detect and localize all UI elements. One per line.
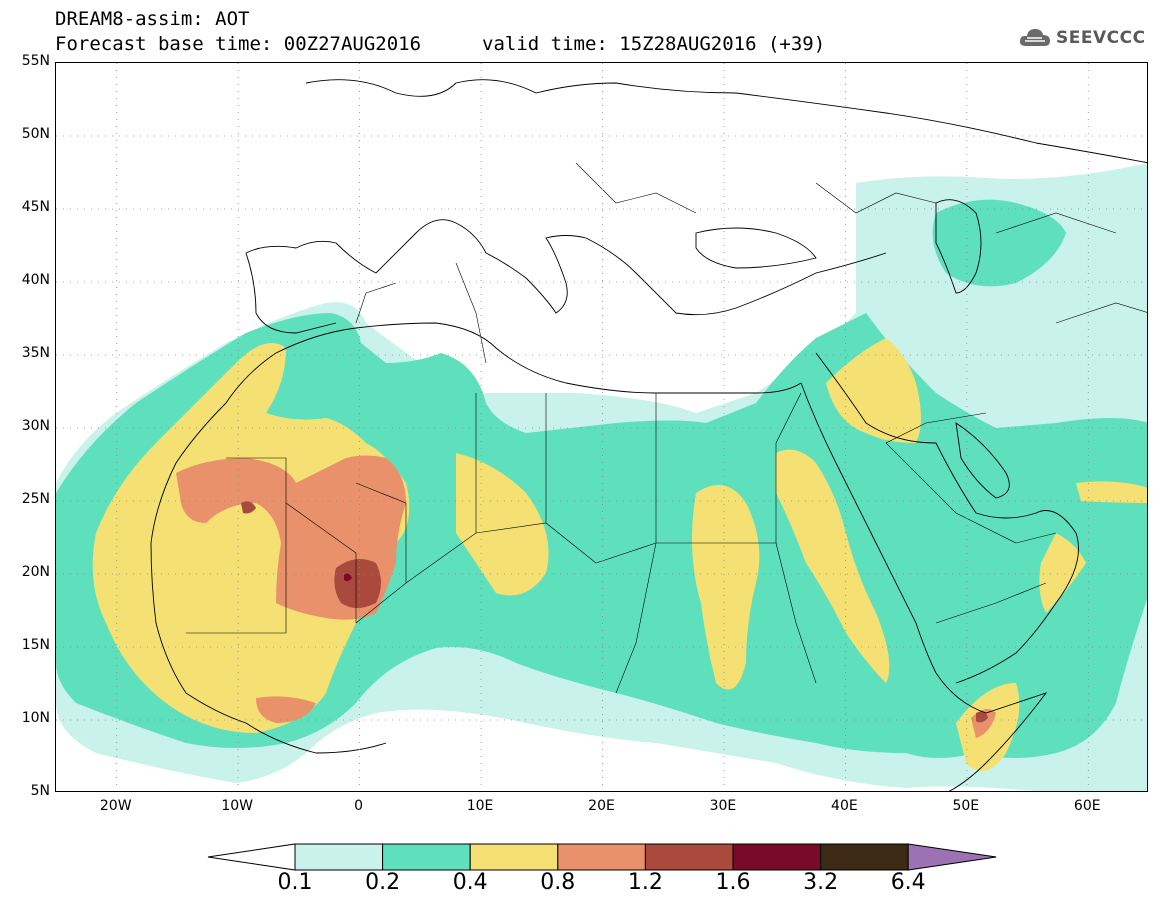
lat-label: 30N bbox=[21, 418, 50, 434]
cloud-icon bbox=[1019, 29, 1050, 46]
colorbar-underflow bbox=[207, 843, 296, 871]
colorbar-overflow bbox=[907, 843, 997, 871]
lat-label: 55N bbox=[21, 53, 50, 69]
lat-label: 10N bbox=[21, 710, 50, 726]
lon-label: 10E bbox=[466, 798, 494, 814]
gridlines bbox=[56, 63, 1147, 791]
aot-band-1.2 bbox=[241, 501, 988, 723]
colorbar-tick-label: 0.4 bbox=[452, 870, 488, 895]
colorbar-swatch bbox=[820, 843, 909, 871]
colorbar-tick-label: 0.2 bbox=[365, 870, 401, 895]
forecast-base-time: Forecast base time: 00Z27AUG2016 bbox=[55, 33, 422, 55]
colorbar-tick-label: 1.2 bbox=[627, 870, 663, 895]
aot-band-1.6 bbox=[344, 573, 352, 582]
colorbar-tick-label: 0.1 bbox=[277, 870, 313, 895]
colorbar-swatch bbox=[382, 843, 471, 871]
colorbar-tick-label: 0.8 bbox=[540, 870, 576, 895]
logo-text: SEEVCCC bbox=[1056, 28, 1146, 48]
lon-label: 10W bbox=[221, 798, 253, 814]
country-borders bbox=[186, 162, 1147, 694]
seevccc-logo: SEEVCCC bbox=[1018, 26, 1146, 50]
colorbar-swatch bbox=[469, 843, 559, 871]
lon-label: 20W bbox=[99, 798, 132, 814]
colorbar-swatch bbox=[557, 843, 646, 871]
lon-label: 0 bbox=[354, 798, 364, 814]
colorbar-swatch bbox=[732, 843, 822, 871]
map-panel bbox=[55, 62, 1148, 792]
lon-label: 60E bbox=[1073, 798, 1101, 814]
valid-time: valid time: 15Z28AUG2016 (+39) bbox=[482, 33, 826, 55]
map-title: DREAM8-assim: AOT bbox=[55, 8, 250, 30]
lat-label: 5N bbox=[30, 783, 50, 799]
lon-label: 50E bbox=[952, 798, 980, 814]
aot-map bbox=[56, 63, 1147, 791]
colorbar-swatch bbox=[644, 843, 734, 871]
lon-label: 30E bbox=[709, 798, 737, 814]
lon-label: 20E bbox=[588, 798, 615, 814]
lat-label: 25N bbox=[21, 491, 50, 507]
lat-label: 35N bbox=[21, 345, 50, 361]
lat-label: 45N bbox=[21, 199, 50, 215]
colorbar-tick-label: 1.6 bbox=[715, 870, 751, 895]
coastlines bbox=[150, 79, 1147, 791]
lat-label: 15N bbox=[21, 637, 50, 653]
lat-label: 20N bbox=[21, 564, 50, 580]
lon-label: 40E bbox=[831, 798, 858, 814]
colorbar-swatch bbox=[294, 843, 384, 871]
aot-colorbar bbox=[207, 843, 997, 871]
lat-label: 40N bbox=[21, 272, 50, 288]
colorbar-tick-label: 6.4 bbox=[890, 870, 926, 895]
aot-band-0.4 bbox=[92, 338, 1147, 771]
colorbar-tick-label: 3.2 bbox=[803, 870, 839, 895]
lat-label: 50N bbox=[21, 126, 50, 142]
